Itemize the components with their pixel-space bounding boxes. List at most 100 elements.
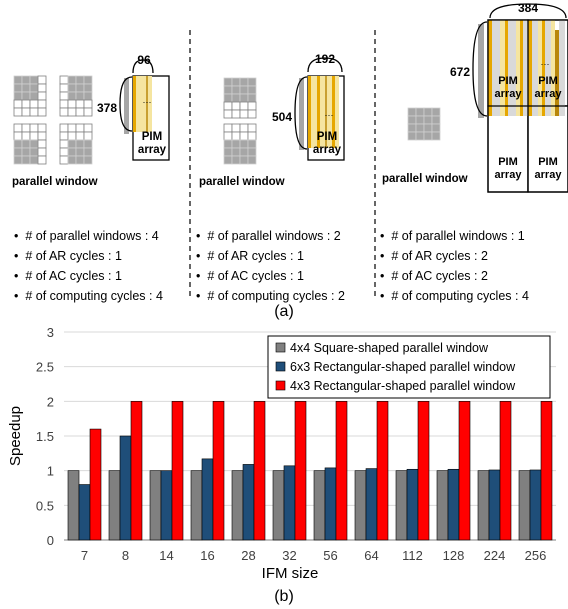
grid-cell [239,77,249,87]
grid-cell [231,155,241,165]
bullet-item: • # of parallel windows : 4 [14,229,159,243]
pim-array-diagram: ··· [472,3,568,193]
bullet-item: • # of AR cycles : 2 [380,249,488,263]
grid-cell [223,101,233,111]
bar [395,470,408,541]
grid-cell [13,83,23,93]
grid-cell [21,91,31,101]
bar [160,470,173,541]
grid-cell [239,155,249,165]
grid-cell [223,131,233,141]
bar [376,401,389,541]
grid-cell [37,147,47,157]
grid-cell [29,91,39,101]
height-label: 378 [97,101,117,115]
width-label: 192 [315,52,335,66]
grid-cell [75,99,85,109]
bar [365,468,378,541]
grid-cell [67,83,77,93]
bullet-item: • # of AR cycles : 1 [196,249,304,263]
parallel-window-grids [407,107,441,141]
svg-text:···: ··· [143,97,152,107]
bar [67,470,80,541]
bar [272,470,285,541]
y-tick-label: 2 [47,394,54,409]
grid-cell [75,83,85,93]
grid-cell [239,109,249,119]
grid-cell [231,139,241,149]
grid-cell [59,147,69,157]
grid-cell [29,99,39,109]
bar [231,470,244,541]
grid-cell [415,115,425,125]
y-axis-label: Speedup [7,406,24,466]
grid-cell [83,99,93,109]
grid-cell [83,139,93,149]
y-tick-label: 2.5 [36,360,54,375]
grid-cell [231,147,241,157]
bullet-item: • # of AC cycles : 2 [380,269,488,283]
bar [406,468,419,541]
grid-cell [415,107,425,117]
grid-cell [415,131,425,141]
grid-cell [423,131,433,141]
grid-cell [239,93,249,103]
bar [119,435,132,541]
grid-cell [37,131,47,141]
bar [313,470,326,541]
bar [212,401,225,541]
grid-cell [247,147,257,157]
grid-cell [29,107,39,117]
grid-cell [29,83,39,93]
window-label: parallel window [12,176,98,188]
y-tick-label: 0 [47,533,54,548]
grid-cell [59,75,69,85]
bullet-item: • # of computing cycles : 2 [196,289,345,303]
legend-entry: 4x3 Rectangular-shaped parallel window [290,379,516,393]
grid-cell [223,93,233,103]
x-tick-label: 128 [443,548,465,563]
grid-cell [59,155,69,165]
x-tick-label: 256 [525,548,547,563]
grid-cell [247,85,257,95]
grid-cell [83,131,93,141]
grid-cell [239,85,249,95]
x-tick-label: 64 [364,548,378,563]
grid-cell [67,131,77,141]
grid-cell [223,109,233,119]
panel-a-caption: (a) [274,303,294,320]
grid-cell [75,91,85,101]
grid-cell [59,83,69,93]
grid-cell [223,123,233,133]
grid-cell [223,139,233,149]
y-tick-label: 0.5 [36,498,54,513]
bullet-item: • # of AR cycles : 1 [14,249,122,263]
grid-cell [247,123,257,133]
legend-entry: 6x3 Rectangular-shaped parallel window [290,360,516,374]
grid-cell [231,85,241,95]
grid-cell [231,93,241,103]
grid-cell [423,115,433,125]
legend-swatch [275,342,286,353]
panel-b-caption: (b) [274,588,294,605]
x-tick-label: 28 [241,548,255,563]
bar [417,401,430,541]
grid-cell [13,131,23,141]
bullet-list: • # of parallel windows : 2 • # of AR cy… [196,226,345,306]
grid-cell [415,123,425,133]
grid-cell [223,155,233,165]
grid-cell [29,139,39,149]
grid-cell [59,99,69,109]
height-label: 504 [272,110,292,124]
bar [89,428,102,541]
grid-cell [29,147,39,157]
grid-cell [21,131,31,141]
grid-cell [239,139,249,149]
grid-cell [37,155,47,165]
grid-cell [21,75,31,85]
grid-cell [37,91,47,101]
grid-cell [239,101,249,111]
x-tick-label: 7 [81,548,88,563]
grid-cell [29,123,39,133]
bullet-item: • # of AC cycles : 1 [14,269,122,283]
